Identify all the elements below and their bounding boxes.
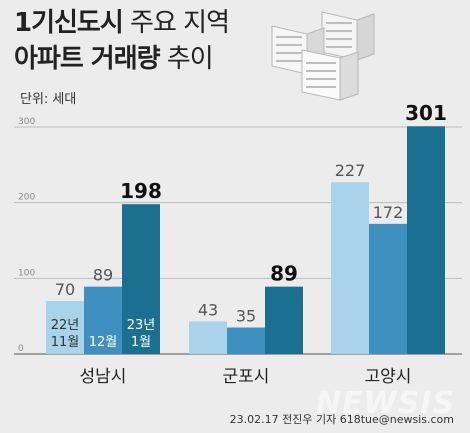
data-label: 172 <box>373 203 404 222</box>
bar <box>189 321 227 354</box>
data-label: 227 <box>335 161 366 180</box>
data-label: 89 <box>93 266 113 285</box>
title-light-part: 주요 지역 <box>122 8 230 38</box>
title-bold-part: 아파트 거래량 <box>14 44 161 74</box>
legend-label: 1월 <box>131 335 151 350</box>
data-label: 35 <box>236 307 256 326</box>
title-bold-part: 1기신도시 <box>14 8 124 38</box>
category-label: 군포시 <box>223 367 270 387</box>
data-label: 43 <box>198 300 218 319</box>
data-label: 89 <box>270 262 298 286</box>
legend-label: 22년 <box>51 318 80 333</box>
credit-line: 23.02.17 전진우 기자 618tue@newsis.com <box>229 413 454 426</box>
legend-label: 11월 <box>51 335 80 350</box>
unit-label: 단위: 세대 <box>20 92 77 107</box>
category-label: 고양시 <box>365 367 412 387</box>
bar <box>122 204 160 354</box>
apartment-buildings-icon <box>271 11 375 101</box>
chart-title-line-2: 아파트 거래량 추이 <box>14 44 214 74</box>
data-label: 70 <box>55 280 75 299</box>
bar <box>227 327 265 354</box>
watermark-logo: NEWSIS <box>316 386 456 421</box>
bar <box>407 126 445 354</box>
legend-label: 12월 <box>89 335 118 350</box>
y-tick-label: 200 <box>18 193 35 203</box>
y-tick-label: 300 <box>18 117 35 127</box>
data-label: 198 <box>120 179 162 203</box>
bar <box>84 286 122 354</box>
bar <box>369 223 407 354</box>
bar <box>46 301 84 354</box>
y-tick-label: 0 <box>18 344 24 354</box>
data-label: 301 <box>405 101 447 125</box>
title-light-part: 추이 <box>159 44 214 74</box>
legend-label: 23년 <box>127 318 156 333</box>
y-tick-label: 100 <box>18 268 35 278</box>
chart-title-line-1: 1기신도시 주요 지역 <box>14 8 230 38</box>
category-label: 성남시 <box>80 367 127 387</box>
bar <box>265 286 303 354</box>
bar <box>331 182 369 354</box>
